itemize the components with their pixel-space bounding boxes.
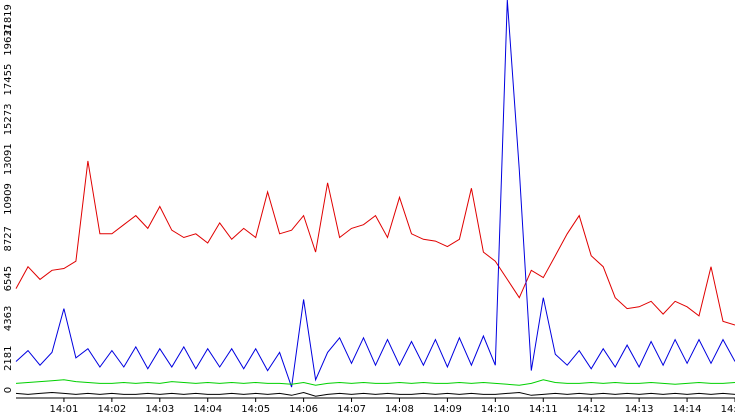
y-tick-label: 17455 (3, 64, 14, 96)
x-tick-label: 14:07 (337, 404, 366, 415)
x-tick-label: 14:05 (241, 404, 270, 415)
x-tick-label: 14:06 (289, 404, 318, 415)
x-tick-label: 14:13 (625, 404, 654, 415)
x-tick-label: 14:03 (145, 404, 174, 415)
y-tick-label: 0 (3, 387, 14, 393)
y-tick-label: 2181 (3, 345, 14, 370)
x-tick-label: 14:01 (50, 404, 79, 415)
y-tick-label: 19637 (3, 24, 14, 56)
x-tick-label: 14:10 (481, 404, 510, 415)
series-line (15, 379, 735, 386)
x-tick-label: 14:04 (193, 404, 222, 415)
series-line (15, 160, 735, 326)
x-tick-label: 14:12 (577, 404, 606, 415)
y-tick-label: 15273 (3, 103, 14, 135)
y-tick-label: 21819 (3, 4, 14, 36)
y-tick-label: 4363 (3, 306, 14, 331)
x-tick-label: 14:11 (529, 404, 558, 415)
series-line (15, 0, 735, 388)
x-tick-label: 14:02 (97, 404, 126, 415)
x-tick-label: 14:08 (385, 404, 414, 415)
series-line (15, 391, 735, 397)
x-tick-label: 14:14 (673, 404, 702, 415)
y-tick-label: 10909 (3, 183, 14, 215)
y-tick-label: 13091 (3, 143, 14, 175)
y-tick-label: 6545 (3, 266, 14, 291)
x-tick-label: 14:15 (721, 404, 735, 415)
x-tick-label: 14:09 (433, 404, 462, 415)
y-tick-label: 8727 (3, 226, 14, 251)
